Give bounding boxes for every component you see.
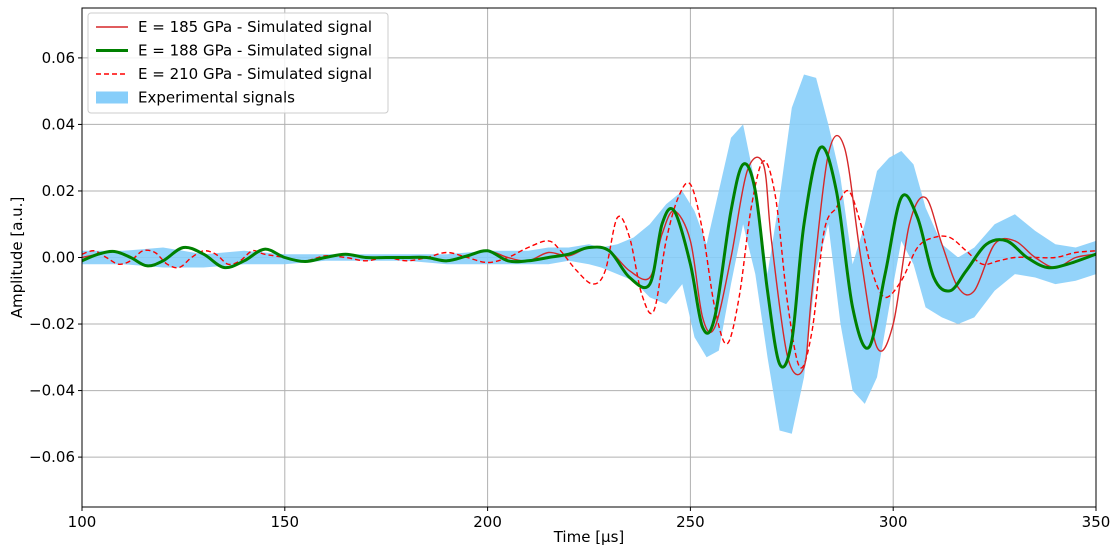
legend-label-e210: E = 210 GPa - Simulated signal (138, 65, 372, 83)
x-tick-label: 100 (68, 513, 97, 531)
x-tick-label: 250 (676, 513, 705, 531)
y-axis-ticks: −0.06 −0.04 −0.02 0.00 0.02 0.04 0.06 (29, 49, 82, 466)
x-axis-label: Time [μs] (553, 528, 625, 546)
y-tick-label: −0.02 (29, 315, 75, 333)
x-tick-label: 300 (879, 513, 908, 531)
y-tick-label: 0.04 (42, 115, 75, 133)
x-tick-label: 150 (270, 513, 299, 531)
y-tick-label: 0.02 (42, 182, 75, 200)
legend-label-e185: E = 185 GPa - Simulated signal (138, 18, 372, 36)
y-tick-label: −0.04 (29, 382, 75, 400)
y-tick-label: 0.06 (42, 49, 75, 67)
legend-box (87, 12, 389, 114)
y-axis-label: Amplitude [a.u.] (8, 197, 26, 319)
y-tick-label: −0.06 (29, 448, 75, 466)
y-tick-label: 0.00 (42, 249, 75, 267)
x-tick-label: 200 (473, 513, 502, 531)
x-axis-ticks: 100 150 200 250 300 350 (68, 507, 1111, 531)
series-line-e188 (82, 145, 1096, 369)
series-lines (82, 134, 1096, 376)
x-tick-label: 350 (1082, 513, 1111, 531)
experimental-signals-band (82, 74, 1096, 434)
legend-label-e188: E = 188 GPa - Simulated signal (138, 42, 372, 60)
series-line-e210 (82, 160, 1096, 369)
plot-area (82, 74, 1096, 434)
legend-label-experimental: Experimental signals (138, 89, 295, 107)
legend: E = 185 GPa - Simulated signal E = 188 G… (87, 12, 389, 114)
legend-swatch-experimental (96, 91, 128, 104)
